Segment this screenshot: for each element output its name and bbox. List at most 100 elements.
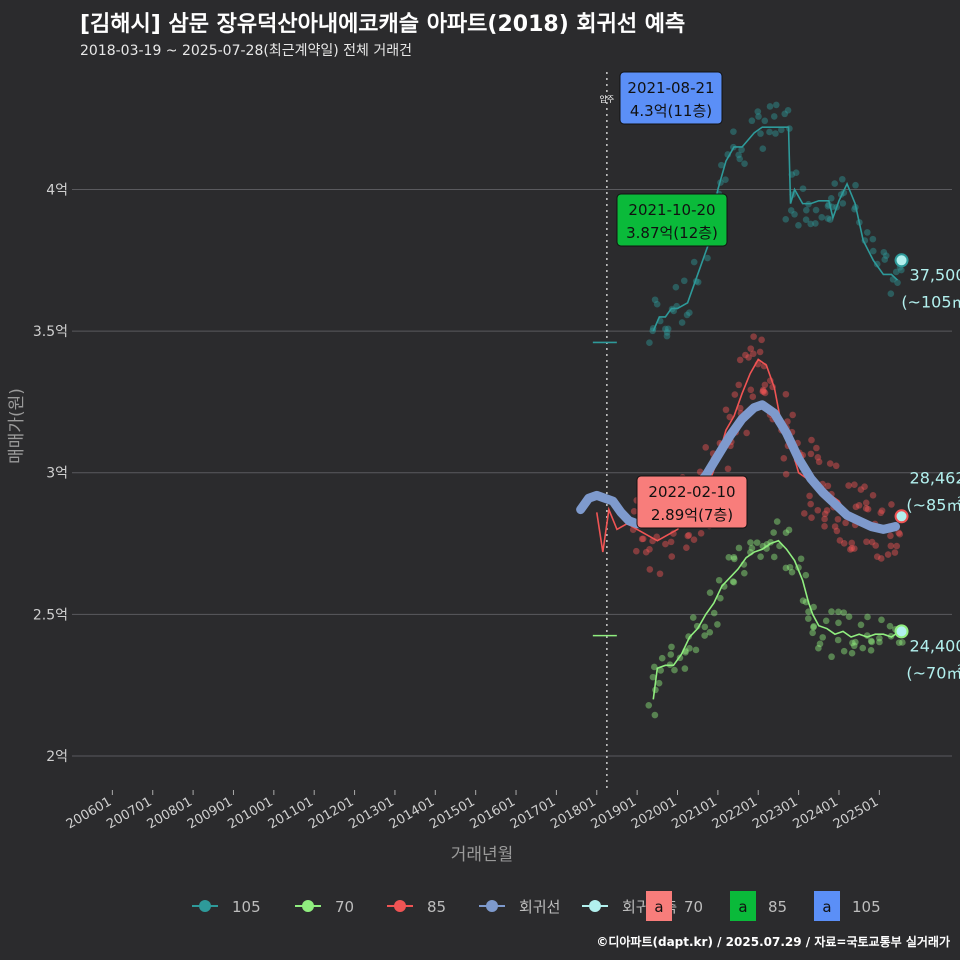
transaction-point-105 bbox=[826, 216, 834, 223]
x-tick-label: 202101 bbox=[669, 794, 719, 832]
forecast-point-70 bbox=[894, 624, 909, 639]
transaction-point-105 bbox=[803, 206, 810, 214]
x-tick-label: 201601 bbox=[468, 794, 518, 832]
transaction-point-85 bbox=[668, 553, 676, 560]
transaction-point-85 bbox=[824, 482, 832, 490]
transaction-point-85 bbox=[690, 536, 698, 544]
transaction-point-85 bbox=[887, 532, 894, 540]
transaction-point-105 bbox=[791, 211, 798, 218]
transaction-point-70 bbox=[876, 634, 883, 642]
annotation-date: 2021-08-21 bbox=[627, 79, 714, 97]
legend-label-회귀선: 회귀선 bbox=[519, 898, 560, 916]
transaction-point-105 bbox=[736, 155, 744, 163]
transaction-point-105 bbox=[778, 126, 785, 134]
x-tick-label: 202401 bbox=[790, 794, 840, 832]
series-line-105 bbox=[652, 126, 899, 332]
x-axis-label: 거래년월 bbox=[451, 845, 514, 865]
transaction-point-70 bbox=[701, 623, 709, 631]
transaction-point-85 bbox=[653, 533, 661, 541]
transaction-point-85 bbox=[747, 386, 755, 394]
legend-box-label-70: 70 bbox=[684, 898, 703, 916]
transaction-point-85 bbox=[749, 350, 757, 358]
legend-dot-70 bbox=[302, 900, 314, 912]
transaction-point-85 bbox=[736, 404, 744, 412]
transaction-point-85 bbox=[873, 553, 881, 560]
transaction-point-70 bbox=[741, 569, 748, 577]
regression-line bbox=[576, 400, 900, 534]
series-line-70 bbox=[652, 539, 900, 700]
transaction-point-70 bbox=[701, 632, 708, 639]
forecast-value-label-85: 28,462 bbox=[910, 468, 960, 487]
transaction-point-70 bbox=[692, 646, 700, 654]
transaction-point-85 bbox=[888, 501, 895, 508]
transaction-point-105 bbox=[869, 247, 877, 255]
forecast-value-label-70: 24,400 bbox=[910, 636, 960, 655]
transaction-point-85 bbox=[736, 356, 744, 364]
transaction-point-85 bbox=[639, 535, 647, 543]
transaction-point-85 bbox=[864, 505, 872, 513]
transaction-point-85 bbox=[826, 460, 834, 467]
transaction-point-70 bbox=[649, 673, 657, 681]
transaction-point-105 bbox=[812, 206, 820, 214]
transaction-point-105 bbox=[694, 278, 702, 286]
transaction-point-105 bbox=[892, 268, 900, 276]
transaction-point-105 bbox=[880, 248, 888, 256]
transaction-point-105 bbox=[881, 256, 889, 263]
transaction-point-70 bbox=[668, 643, 675, 651]
transaction-point-85 bbox=[848, 545, 856, 552]
transaction-point-105 bbox=[672, 283, 680, 291]
transaction-point-105 bbox=[686, 309, 693, 317]
transaction-point-105 bbox=[795, 222, 802, 229]
x-tick-label: 200901 bbox=[185, 794, 235, 832]
transaction-point-70 bbox=[729, 578, 737, 585]
transaction-point-105 bbox=[894, 279, 901, 286]
transaction-point-70 bbox=[747, 539, 754, 546]
annotation-box-2022-02-10: 2022-02-10 2.89억(7층) bbox=[636, 475, 748, 529]
transaction-point-70 bbox=[757, 553, 764, 560]
transaction-point-85 bbox=[823, 507, 831, 514]
x-tick-label: 201201 bbox=[306, 794, 356, 832]
transaction-point-85 bbox=[896, 530, 904, 538]
transaction-point-70 bbox=[748, 544, 756, 552]
x-tick-label: 200601 bbox=[64, 794, 114, 832]
legend: 1057085회귀선회귀예측a70a85a105 bbox=[192, 891, 881, 921]
transaction-point-70 bbox=[895, 639, 903, 646]
transaction-point-105 bbox=[680, 277, 688, 285]
legend-box-70 bbox=[646, 891, 672, 921]
transaction-point-70 bbox=[864, 613, 871, 621]
legend-box-label-85: 85 bbox=[768, 898, 787, 916]
transaction-point-70 bbox=[788, 568, 796, 576]
forecast-value-label-105: 37,500 bbox=[910, 265, 960, 284]
transaction-point-85 bbox=[845, 482, 852, 489]
transaction-point-70 bbox=[852, 638, 859, 646]
transaction-point-105 bbox=[663, 332, 671, 340]
transaction-point-105 bbox=[852, 181, 859, 189]
transaction-point-70 bbox=[835, 608, 842, 616]
x-tick-label: 202001 bbox=[629, 794, 679, 832]
transaction-point-70 bbox=[899, 639, 906, 646]
transaction-point-105 bbox=[887, 290, 895, 297]
transaction-point-105 bbox=[704, 254, 711, 262]
transaction-point-105 bbox=[812, 220, 819, 227]
transaction-point-85 bbox=[808, 436, 815, 444]
transaction-point-70 bbox=[782, 529, 790, 537]
transaction-point-70 bbox=[822, 617, 830, 625]
transaction-point-85 bbox=[814, 506, 822, 514]
transaction-point-85 bbox=[887, 542, 895, 550]
transaction-point-70 bbox=[805, 615, 812, 622]
transaction-point-85 bbox=[662, 540, 669, 548]
transaction-point-85 bbox=[848, 539, 856, 547]
transaction-point-85 bbox=[833, 527, 841, 535]
transaction-point-85 bbox=[760, 388, 768, 395]
transaction-point-85 bbox=[761, 381, 769, 389]
legend-box-glyph: a bbox=[822, 898, 831, 916]
y-tick-label: 2.5억 bbox=[33, 607, 68, 623]
transaction-point-85 bbox=[749, 393, 757, 400]
transaction-point-85 bbox=[756, 348, 764, 356]
transaction-point-70 bbox=[657, 667, 665, 674]
transaction-point-85 bbox=[633, 547, 640, 555]
transaction-point-105 bbox=[802, 216, 810, 223]
transaction-point-105 bbox=[766, 128, 773, 136]
annotation-box-2021-08-21: 2021-08-21 4.3억(11층) bbox=[619, 71, 723, 125]
